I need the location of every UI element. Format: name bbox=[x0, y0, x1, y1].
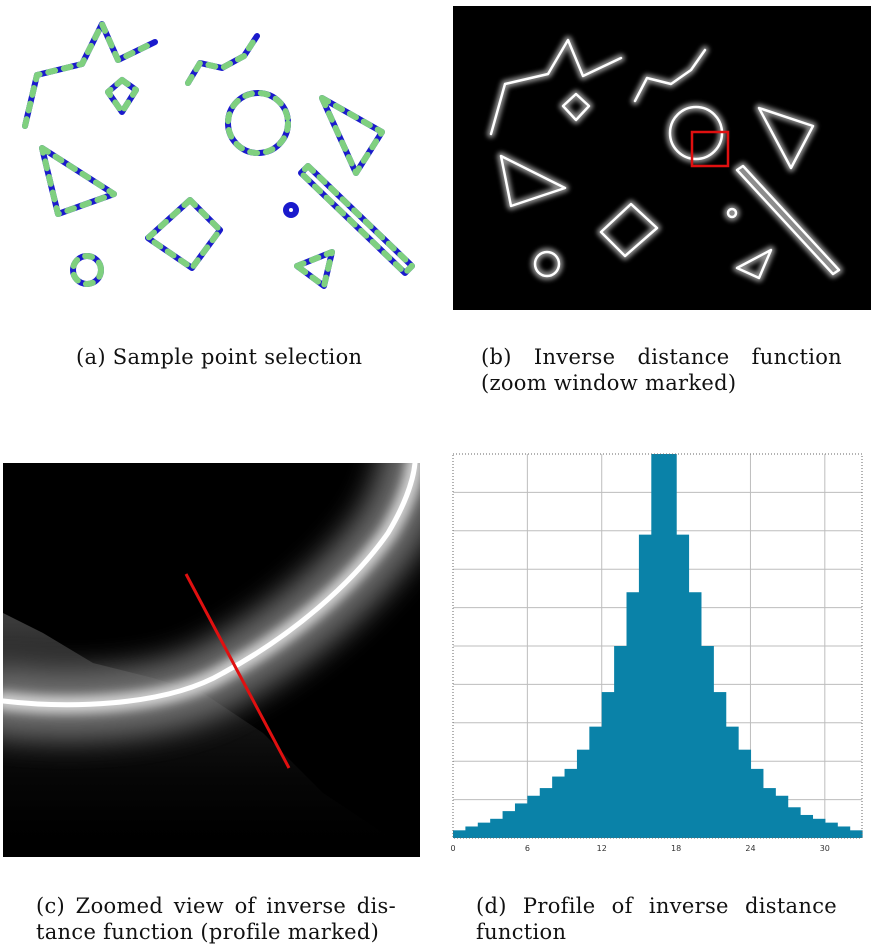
histogram-bar bbox=[564, 768, 578, 838]
histogram-bar bbox=[738, 749, 752, 838]
panel-c-image bbox=[3, 463, 420, 857]
histogram-bar bbox=[688, 592, 702, 838]
x-tick-label: 6 bbox=[525, 844, 530, 853]
histogram-bar bbox=[713, 692, 727, 838]
caption-d-line2: function bbox=[476, 920, 567, 944]
histogram-bar bbox=[824, 822, 838, 838]
histogram-bar bbox=[626, 592, 640, 838]
caption-a-text: (a) Sample point selection bbox=[76, 345, 363, 369]
histogram-bar bbox=[849, 830, 863, 838]
panel-b-image bbox=[453, 6, 871, 310]
sample-point-shapes bbox=[22, 21, 415, 289]
histogram-bar bbox=[576, 749, 590, 838]
histogram-bar bbox=[676, 534, 690, 838]
x-tick-label: 24 bbox=[745, 844, 755, 853]
caption-c: (c) Zoomed view of inverse dis- tance fu… bbox=[36, 893, 396, 945]
histogram-bar bbox=[800, 814, 814, 838]
panel-d-chart: 0 6 12 18 24 30 bbox=[449, 450, 865, 856]
x-tick-label: 18 bbox=[671, 844, 681, 853]
histogram-bar bbox=[700, 646, 714, 838]
histogram-bar bbox=[514, 803, 528, 838]
histogram-bar bbox=[465, 826, 479, 838]
profile-chart-svg: 0 6 12 18 24 30 bbox=[450, 453, 863, 853]
inverse-distance-map bbox=[453, 6, 871, 310]
histogram-bar bbox=[453, 830, 466, 838]
histogram-bar bbox=[477, 822, 491, 838]
histogram-bar bbox=[762, 788, 776, 838]
histogram-bar bbox=[539, 788, 553, 838]
histogram-bar bbox=[490, 818, 504, 838]
histogram-bar bbox=[589, 726, 603, 838]
histogram-bar bbox=[775, 795, 789, 838]
caption-c-line2: tance function (profile marked) bbox=[36, 920, 380, 944]
profile-line-marker bbox=[184, 573, 291, 769]
x-tick-label: 0 bbox=[450, 844, 455, 853]
histogram-bar bbox=[725, 726, 739, 838]
zoom-window-marker bbox=[690, 130, 730, 168]
x-tick-label: 12 bbox=[597, 844, 607, 853]
plot-frame bbox=[452, 453, 863, 839]
histogram-bar bbox=[638, 534, 652, 838]
caption-b-line2: (zoom window marked) bbox=[481, 371, 737, 395]
panel-a-image bbox=[10, 8, 430, 308]
caption-b: (b) Inverse distance function (zoom wind… bbox=[481, 344, 842, 396]
caption-d-line1: (d) Profile of inverse distance bbox=[476, 894, 837, 918]
caption-a: (a) Sample point selection bbox=[76, 344, 416, 370]
histogram-bar bbox=[750, 768, 764, 838]
zoomed-inverse-distance bbox=[3, 463, 420, 857]
x-tick-label: 30 bbox=[820, 844, 830, 853]
histogram-bar bbox=[552, 776, 566, 838]
histogram-bar bbox=[812, 818, 826, 838]
caption-c-line1: (c) Zoomed view of inverse dis- bbox=[36, 894, 396, 918]
histogram-bar bbox=[651, 454, 665, 838]
histogram-bar bbox=[527, 795, 541, 838]
caption-b-line1: (b) Inverse distance function bbox=[481, 345, 842, 369]
histogram-bar bbox=[837, 826, 851, 838]
histogram-bar bbox=[601, 692, 615, 838]
histogram-bar bbox=[663, 454, 677, 838]
histogram-bar bbox=[787, 807, 801, 838]
histogram-bar bbox=[502, 811, 516, 838]
caption-d: (d) Profile of inverse distance function bbox=[476, 893, 837, 945]
histogram-bar bbox=[614, 646, 628, 838]
